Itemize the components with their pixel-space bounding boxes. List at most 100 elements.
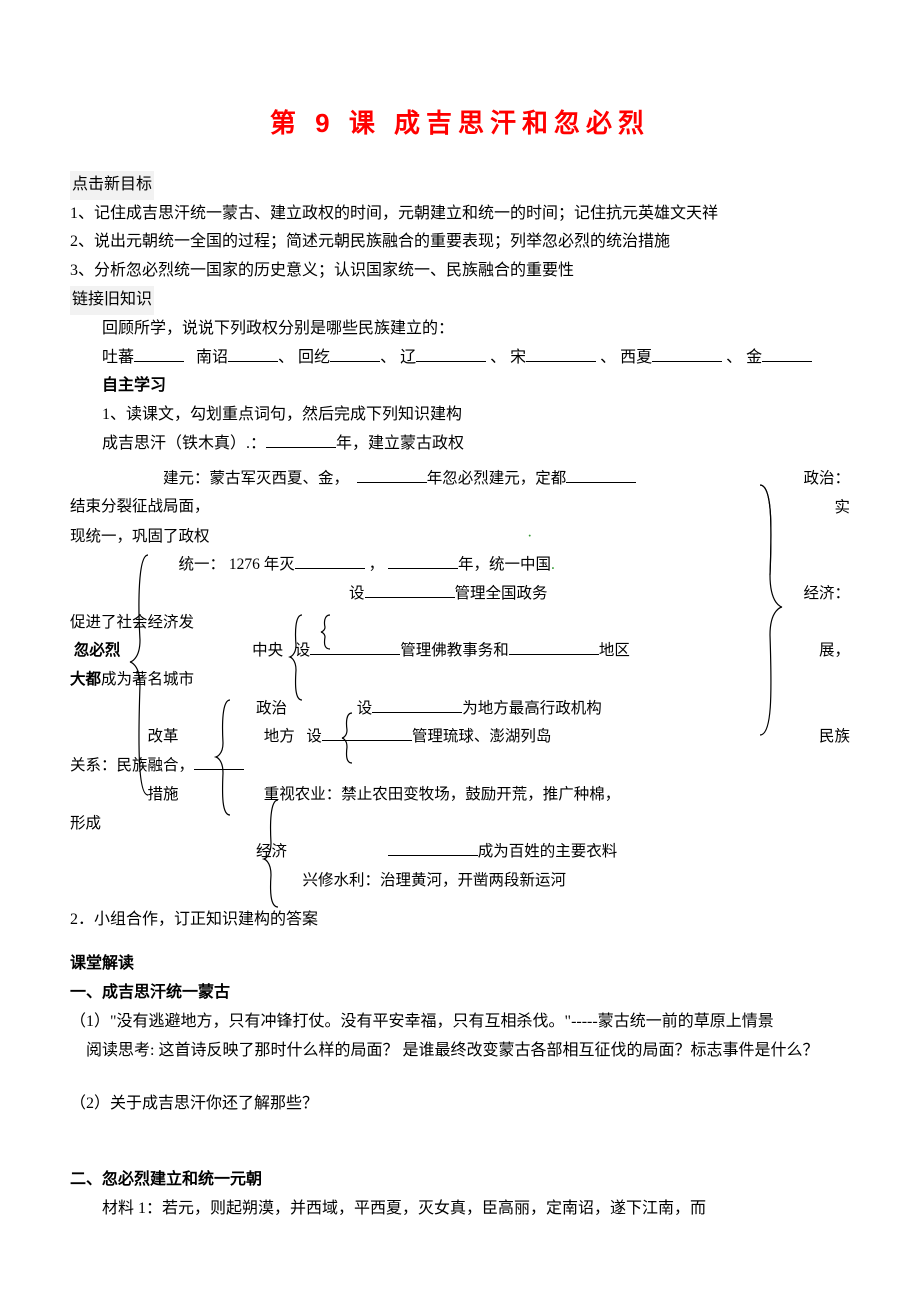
blank-xuanzheng[interactable] <box>310 640 400 656</box>
subhead-1: 一、成吉思汗统一蒙古 <box>70 979 850 1008</box>
r1a: 建元：蒙古军灭西夏、金， <box>163 470 349 487</box>
genghis-line: 成吉思汗（铁木真）.：年，建立蒙古政权 <box>70 430 850 459</box>
r7c: 设 <box>295 642 311 659</box>
blank-ethnic[interactable] <box>194 755 244 771</box>
r5a: 设 <box>349 585 365 602</box>
r8b: 成为著名城市 <box>101 671 194 688</box>
item-xixia: 西夏 <box>620 349 652 366</box>
sep: 、 <box>380 349 396 366</box>
r12b: 重视农业：禁止农田变牧场，鼓励开荒，推广种棉， <box>264 786 621 803</box>
tree-row-6: 促进了社会经济发 <box>70 609 850 638</box>
sep: 、 <box>726 349 742 366</box>
r5-right: 经济： <box>803 580 850 609</box>
sep: 、 <box>600 349 616 366</box>
blank-tubo[interactable] <box>134 346 184 362</box>
section-self-study-head: 自主学习 <box>70 372 850 401</box>
r7e: 地区 <box>599 642 630 659</box>
green-dot-icon: · <box>527 528 532 545</box>
tree-row-14: 经济 成为百姓的主要衣料 <box>70 838 850 867</box>
reading-think-body: 这首诗反映了那时什么样的局面？ 是谁最终改变蒙古各部相互征伐的局面？标志事件是什… <box>154 1042 818 1059</box>
blank-penghu[interactable] <box>322 726 412 742</box>
objective-3: 3、分析忽必烈统一国家的历史意义；认识国家统一、民族融合的重要性 <box>70 257 850 286</box>
r2r: 实 <box>834 499 850 516</box>
blank-cotton[interactable] <box>388 841 478 857</box>
genghis-tail: 年，建立蒙古政权 <box>336 435 464 452</box>
r1b: 年忽必烈建元，定都 <box>427 470 567 487</box>
tree-row-12: 措施 重视农业：禁止农田变牧场，鼓励开荒，推广种棉， <box>70 781 850 810</box>
tree-row-1: 建元：蒙古军灭西夏、金， 年忽必烈建元，定都 政治： <box>70 465 850 494</box>
subhead-2: 二、忽必烈建立和统一元朝 <box>70 1166 850 1195</box>
sep: 、 <box>278 349 294 366</box>
reading-think-label: 阅读思考 <box>86 1042 150 1059</box>
r7b: 中央 <box>252 642 283 659</box>
blank-zhongshu[interactable] <box>365 583 455 599</box>
self-study-task-1: 1、读课文，勾划重点词句，然后完成下列知识建构 <box>70 401 850 430</box>
r3a: 现统一，巩固了政权 <box>70 523 210 552</box>
lesson-title: 第 9 课 成吉思汗和忽必烈 <box>70 100 850 147</box>
quote-paragraph: （1）"没有逃避地方，只有冲锋打仗。没有平安幸福，只有互相杀伐。"-----蒙古… <box>70 1008 850 1037</box>
blank-song[interactable] <box>526 346 596 362</box>
item-jin: 金 <box>746 349 762 366</box>
section-objectives-head: 点击新目标 <box>70 171 850 200</box>
r11a: 关系：民族融合， <box>70 757 194 774</box>
blank-tibet[interactable] <box>509 640 599 656</box>
self-study-task-2: 2．小组合作，订正知识建构的答案 <box>70 906 850 935</box>
tree-row-7: 忽必烈 中央 设管理佛教事务和地区 展， <box>70 637 850 666</box>
r4b: ， <box>369 556 385 573</box>
fill-blank-ethnics: 吐蕃 南诏、 回纥、 辽 、 宋 、 西夏 、 金 <box>70 344 850 373</box>
r14a: 经济 <box>256 843 287 860</box>
tree-row-10: 改革 地方 设管理琉球、澎湖列岛 民族 <box>70 723 850 752</box>
blank-capital[interactable] <box>566 467 636 483</box>
item-liao: 辽 <box>400 349 416 366</box>
tree-row-9: 政治 设为地方最高行政机构 <box>70 695 850 724</box>
r7-right: 展， <box>819 637 850 666</box>
blank-nanzhao[interactable] <box>228 346 278 362</box>
tree-row-13: 形成 <box>70 810 850 839</box>
r4c: 年，统一中国 <box>458 556 551 573</box>
r10-right: 民族 <box>819 723 850 752</box>
recall-prompt: 回顾所学，说说下列政权分别是哪些民族建立的： <box>70 315 850 344</box>
tree-row-15: 兴修水利：治理黄河，开凿两段新运河 <box>70 867 850 896</box>
r10c: 设 <box>306 728 322 745</box>
r9c: 为地方最高行政机构 <box>462 700 602 717</box>
reading-think: 阅读思考: 这首诗反映了那时什么样的局面？ 是谁最终改变蒙古各部相互征伐的局面？… <box>70 1037 850 1066</box>
item-huihe: 回纥 <box>298 349 330 366</box>
blank-1276[interactable] <box>295 554 365 570</box>
knowledge-tree: 建元：蒙古军灭西夏、金， 年忽必烈建元，定都 政治： 结束分裂征战局面， 实 现… <box>70 465 850 896</box>
section-link-old-head: 链接旧知识 <box>70 286 850 315</box>
r5b: 管理全国政务 <box>455 585 548 602</box>
green-dot-icon-2: . <box>551 556 555 573</box>
r1-right: 政治： <box>803 465 850 494</box>
tree-row-5: 设 管理全国政务 经济： <box>70 580 850 609</box>
item-nanzhao: 南诏 <box>196 349 228 366</box>
r12a: 措施 <box>148 786 179 803</box>
blank-unify-year[interactable] <box>388 554 458 570</box>
r14b: 成为百姓的主要衣料 <box>478 843 618 860</box>
genghis-name: 成吉思汗（铁木真） <box>102 435 246 452</box>
objective-1: 1、记住成吉思汗统一蒙古、建立政权的时间，元朝建立和统一的时间；记住抗元英雄文天… <box>70 200 850 229</box>
blank-huihe[interactable] <box>330 346 380 362</box>
self-study-label: 自主学习 <box>102 377 166 394</box>
blank-year-yuan[interactable] <box>357 467 427 483</box>
objective-2: 2、说出元朝统一全国的过程；简述元朝民族融合的重要表现；列举忽必烈的统治措施 <box>70 228 850 257</box>
blank-xixia[interactable] <box>652 346 722 362</box>
blank-xingsheng[interactable] <box>372 697 462 713</box>
tree-row-3: 现统一，巩固了政权 · <box>70 523 850 552</box>
blank-year-mongol[interactable] <box>266 432 336 448</box>
q2: （2）关于成吉思汗你还了解那些？ <box>70 1090 850 1119</box>
blank-liao[interactable] <box>416 346 486 362</box>
dadu-label: 大都 <box>70 671 101 688</box>
tree-row-4: 统一： 1276 年灭 ， 年，统一中国. <box>70 551 850 580</box>
r7d: 管理佛教事务和 <box>400 642 509 659</box>
r9b: 设 <box>357 700 373 717</box>
blank-jin[interactable] <box>762 346 812 362</box>
r10d: 管理琉球、澎湖列岛 <box>412 728 552 745</box>
material-1: 材料 1：若元，则起朔漠，并西域，平西夏，灭女真，臣高丽，定南诏，遂下江南，而 <box>70 1195 850 1224</box>
section-classroom-head: 课堂解读 <box>70 950 850 979</box>
colon: ： <box>250 435 266 452</box>
item-tubo: 吐蕃 <box>102 349 134 366</box>
tree-row-8: 大都成为著名城市 <box>70 666 850 695</box>
item-song: 宋 <box>510 349 526 366</box>
sep: 、 <box>490 349 506 366</box>
r4a: 统一： 1276 年灭 <box>179 556 295 573</box>
